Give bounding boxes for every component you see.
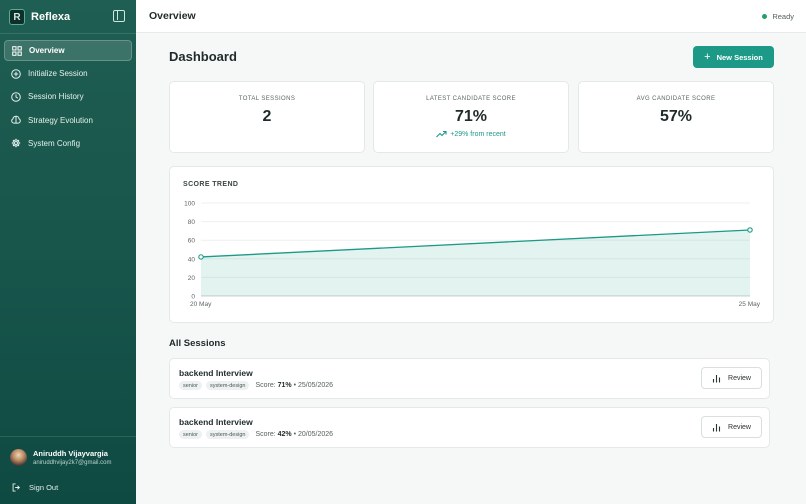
x-tick-label: 20 May	[190, 301, 212, 308]
stat-label: AVG CANDIDATE SCORE	[636, 96, 716, 102]
sidebar-item-label: Strategy Evolution	[28, 115, 93, 125]
sidebar-item-overview[interactable]: Overview	[4, 40, 132, 61]
review-button[interactable]: Review	[701, 367, 762, 389]
top-header: Overview Ready	[136, 0, 806, 33]
sidebar-item-system-config[interactable]: System Config	[4, 133, 132, 154]
all-sessions-title: All Sessions	[169, 338, 226, 349]
stat-label: LATEST CANDIDATE SCORE	[426, 96, 516, 102]
session-meta: senior system-design Score: 42% • 20/05/…	[179, 430, 333, 439]
y-tick-label: 40	[188, 256, 196, 263]
new-session-button[interactable]: + New Session	[693, 46, 774, 68]
sidebar-item-label: Session History	[28, 92, 84, 102]
review-button[interactable]: Review	[701, 416, 762, 438]
app-name: Reflexa	[31, 11, 71, 23]
sidebar: R Reflexa Overview Initialize Session Se…	[0, 0, 136, 504]
stat-delta: +29% from recent	[374, 130, 568, 138]
plus-icon: +	[704, 50, 711, 63]
session-name: backend Interview	[179, 368, 253, 378]
clock-icon	[11, 92, 21, 102]
sidebar-divider	[0, 33, 136, 34]
avatar	[10, 449, 27, 466]
x-tick-label: 25 May	[739, 301, 761, 308]
stat-value: 57%	[659, 108, 693, 125]
session-score: Score: 42% • 20/05/2026	[255, 431, 334, 438]
stat-delta-text: +29% from recent	[450, 130, 506, 138]
bar-chart-icon	[712, 374, 721, 382]
plus-circle-icon	[11, 68, 21, 79]
session-meta: senior system-design Score: 71% • 25/05/…	[179, 381, 333, 390]
sidebar-collapse-icon[interactable]	[113, 10, 125, 22]
stat-card-avg-score: AVG CANDIDATE SCORE 57%	[578, 81, 774, 153]
sidebar-nav: Overview Initialize Session Session Hist…	[4, 40, 132, 156]
sidebar-item-strategy-evolution[interactable]: Strategy Evolution	[4, 110, 132, 131]
sidebar-item-session-history[interactable]: Session History	[4, 86, 132, 107]
gear-icon	[11, 138, 21, 148]
sidebar-item-label: Initialize Session	[28, 69, 88, 79]
brand[interactable]: R Reflexa	[9, 8, 70, 26]
review-label: Review	[728, 423, 751, 431]
status-text: Ready	[772, 12, 794, 21]
session-row: backend Interview senior system-design S…	[169, 358, 770, 399]
session-score: Score: 71% • 25/05/2026	[255, 382, 334, 389]
stat-label: TOTAL SESSIONS	[238, 96, 296, 102]
tag-badge: system-design	[205, 381, 250, 390]
sidebar-item-initialize-session[interactable]: Initialize Session	[4, 63, 132, 84]
stat-card-latest-score: LATEST CANDIDATE SCORE 71% +29% from rec…	[373, 81, 569, 153]
dashboard-title: Dashboard	[169, 49, 237, 64]
page-title: Overview	[149, 10, 196, 22]
brain-icon	[11, 115, 21, 125]
y-tick-label: 20	[188, 275, 196, 282]
y-tick-label: 60	[188, 238, 196, 245]
review-label: Review	[728, 374, 751, 382]
chart-title: SCORE TREND	[183, 181, 239, 188]
stat-card-total-sessions: TOTAL SESSIONS 2	[169, 81, 365, 153]
sidebar-item-label: Overview	[29, 46, 65, 55]
score-line	[200, 229, 751, 258]
stat-value: 71%	[454, 108, 488, 125]
status-dot-icon	[762, 14, 768, 19]
y-tick-label: 80	[188, 219, 196, 226]
trending-up-icon	[436, 130, 447, 138]
session-name: backend Interview	[179, 417, 253, 427]
sign-out-icon	[12, 483, 21, 492]
score-area	[201, 229, 750, 296]
user-profile[interactable]: Aniruddh Vijayvargia aniruddhvijay2k7@gm…	[10, 449, 111, 466]
y-tick-label: 100	[184, 201, 195, 208]
new-session-label: New Session	[716, 52, 763, 62]
tag-badge: senior	[179, 430, 202, 439]
tag-badge: system-design	[205, 430, 250, 439]
grid-icon	[12, 45, 22, 56]
bar-chart-icon	[712, 423, 721, 431]
sidebar-item-label: System Config	[28, 138, 81, 148]
status-indicator: Ready	[762, 12, 794, 21]
sign-out-button[interactable]: Sign Out	[12, 483, 58, 492]
user-email: aniruddhvijay2k7@gmail.com	[33, 460, 112, 466]
sidebar-divider	[0, 436, 136, 437]
sign-out-label: Sign Out	[29, 483, 59, 492]
score-point	[198, 254, 204, 260]
score-trend-card: SCORE TREND 0 20 40 60 80 100 20 May 25 May	[169, 166, 774, 323]
user-name: Aniruddh Vijayvargia	[33, 449, 108, 458]
stat-value: 2	[262, 108, 272, 125]
score-point	[747, 227, 753, 233]
app-logo-icon: R	[9, 9, 25, 25]
session-row: backend Interview senior system-design S…	[169, 407, 770, 448]
tag-badge: senior	[179, 381, 202, 390]
y-tick-label: 0	[191, 294, 195, 301]
score-trend-chart: 0 20 40 60 80 100 20 May 25 May	[184, 201, 761, 309]
